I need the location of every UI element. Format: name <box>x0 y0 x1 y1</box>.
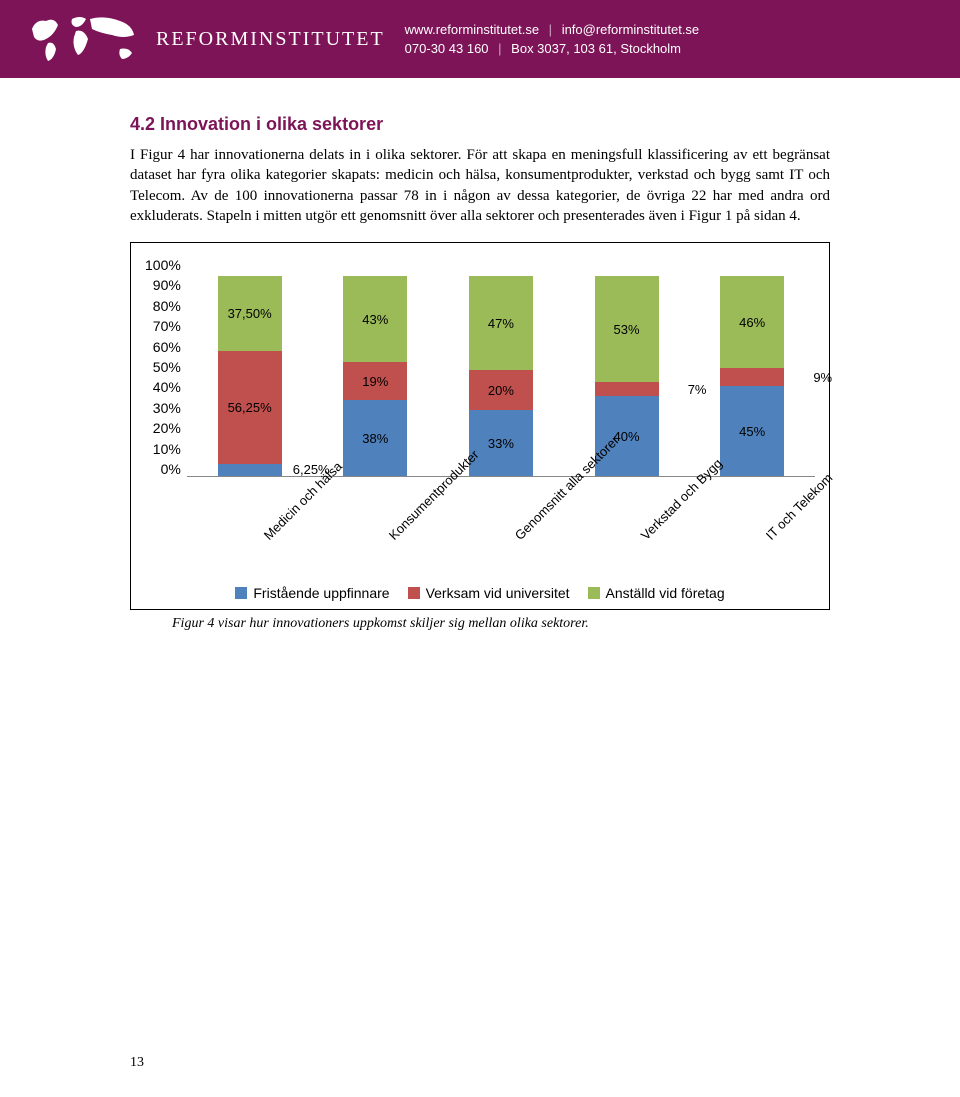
bar-segment-label: 47% <box>488 316 514 331</box>
y-tick-label: 20% <box>153 420 181 436</box>
separator: | <box>498 41 501 56</box>
y-tick-label: 10% <box>153 441 181 457</box>
bar-segment-label: 53% <box>613 322 639 337</box>
y-tick-label: 60% <box>153 339 181 355</box>
bar-segment: 7% <box>595 382 659 396</box>
page-number: 13 <box>130 1055 144 1071</box>
y-tick-label: 80% <box>153 298 181 314</box>
bars-row: 37,50% 56,25% 6,25% 43% 19% 38% 47% 20% 33% 53% 7%… <box>187 257 815 477</box>
bar-segment-label: 43% <box>362 312 388 327</box>
figure-caption: Figur 4 visar hur innovationers uppkomst… <box>172 616 830 632</box>
y-axis: 100% 90% 80% 70% 60% 50% 40% 30% 20% 10% 0% <box>145 257 187 477</box>
y-tick-label: 70% <box>153 318 181 334</box>
bar-segment-label: 9% <box>813 370 832 385</box>
bar-segment: 20% <box>469 370 533 410</box>
bar: 43% 19% 38% <box>343 276 407 476</box>
y-tick-label: 50% <box>153 359 181 375</box>
header-phone: 070-30 43 160 <box>405 41 489 56</box>
y-tick-label: 30% <box>153 400 181 416</box>
bar-segment: 43% <box>343 276 407 362</box>
bar-segment-label: 45% <box>739 424 765 439</box>
separator: | <box>549 22 552 37</box>
y-tick-label: 40% <box>153 379 181 395</box>
bar-segment-label: 19% <box>362 374 388 389</box>
bar-segment-label: 46% <box>739 315 765 330</box>
bar-segment-label: 33% <box>488 436 514 451</box>
header-band: REFORMINSTITUTET www.reforminstitutet.se… <box>0 0 960 78</box>
header-contact: www.reforminstitutet.se | info@reformins… <box>405 20 700 59</box>
legend-swatch <box>235 587 247 599</box>
bar-segment-label: 38% <box>362 431 388 446</box>
bar-segment: 38% <box>343 400 407 476</box>
header-url: www.reforminstitutet.se <box>405 22 539 37</box>
bar-segment: 46% <box>720 276 784 368</box>
legend-swatch <box>408 587 420 599</box>
bar-segment: 47% <box>469 276 533 370</box>
bar-segment: 33% <box>469 410 533 476</box>
legend-item: Verksam vid universitet <box>408 585 570 601</box>
bar-segment: 53% <box>595 276 659 382</box>
plot-area: 37,50% 56,25% 6,25% 43% 19% 38% 47% 20% 33% 53% 7%… <box>187 257 815 577</box>
bar-segment: 9% <box>720 368 784 386</box>
world-map-icon <box>24 9 144 69</box>
org-name: REFORMINSTITUTET <box>156 28 385 51</box>
bar-segment: 6,25% <box>218 464 282 477</box>
y-tick-label: 100% <box>145 257 181 273</box>
bar: 47% 20% 33% <box>469 276 533 476</box>
header-email: info@reforminstitutet.se <box>562 22 699 37</box>
bar: 46% 9% 45% <box>720 276 784 476</box>
chart-frame: 100% 90% 80% 70% 60% 50% 40% 30% 20% 10% 0% 37,50%… <box>130 242 830 610</box>
bar: 37,50% 56,25% 6,25% <box>218 276 282 476</box>
bar-segment: 37,50% <box>218 276 282 351</box>
chart-plot: 100% 90% 80% 70% 60% 50% 40% 30% 20% 10% 0% 37,50%… <box>145 257 815 577</box>
y-tick-label: 0% <box>161 461 181 477</box>
bar-segment: 45% <box>720 386 784 476</box>
section-title: 4.2 Innovation i olika sektorer <box>130 114 830 135</box>
bar-segment: 40% <box>595 396 659 476</box>
page-content: 4.2 Innovation i olika sektorer I Figur … <box>0 78 960 692</box>
legend-item: Fristående uppfinnare <box>235 585 389 601</box>
bar-segment: 19% <box>343 362 407 400</box>
body-paragraph: I Figur 4 har innovationerna delats in i… <box>130 145 830 226</box>
x-axis-labels: Medicin och hälsaKonsumentprodukterGenom… <box>187 477 815 577</box>
bar-segment: 56,25% <box>218 351 282 464</box>
bar-segment-label: 37,50% <box>228 306 272 321</box>
bar-segment-label: 7% <box>688 382 707 397</box>
bar-segment-label: 20% <box>488 383 514 398</box>
y-tick-label: 90% <box>153 277 181 293</box>
header-address: Box 3037, 103 61, Stockholm <box>511 41 681 56</box>
bar-segment-label: 56,25% <box>228 400 272 415</box>
